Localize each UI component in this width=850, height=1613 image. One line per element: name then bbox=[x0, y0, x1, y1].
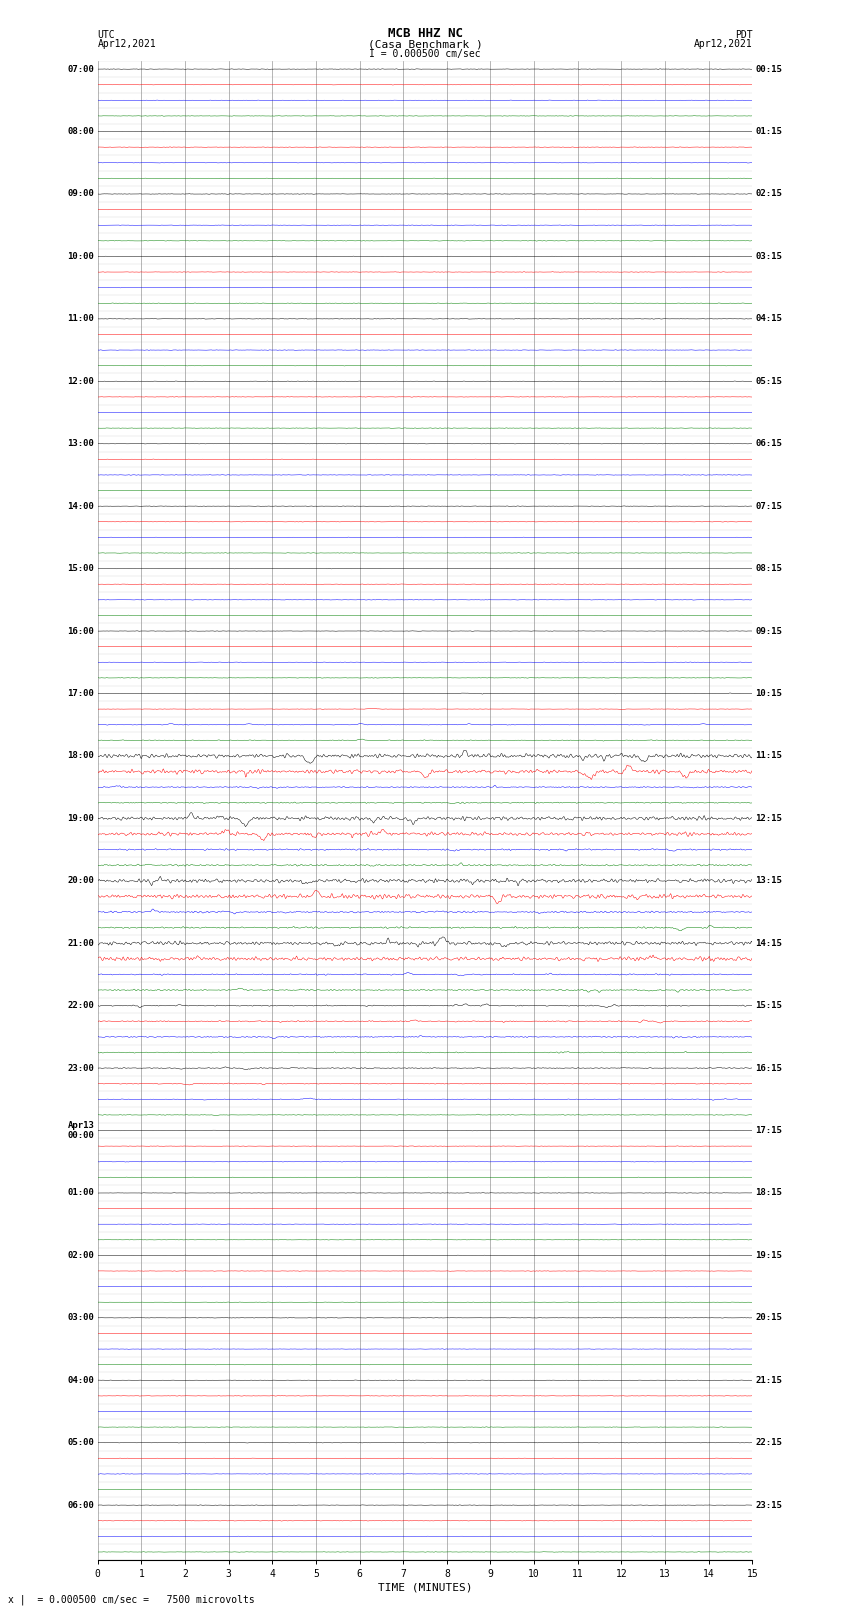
Text: 06:15: 06:15 bbox=[756, 439, 782, 448]
Text: 16:00: 16:00 bbox=[68, 626, 94, 636]
Text: Apr13
00:00: Apr13 00:00 bbox=[68, 1121, 94, 1140]
Text: 21:15: 21:15 bbox=[756, 1376, 782, 1386]
Text: 02:00: 02:00 bbox=[68, 1252, 94, 1260]
Text: 19:00: 19:00 bbox=[68, 815, 94, 823]
Text: Apr12,2021: Apr12,2021 bbox=[694, 39, 752, 50]
Text: 12:00: 12:00 bbox=[68, 377, 94, 386]
Text: 15:15: 15:15 bbox=[756, 1002, 782, 1010]
Text: 23:00: 23:00 bbox=[68, 1063, 94, 1073]
Text: 09:00: 09:00 bbox=[68, 189, 94, 198]
Text: 03:15: 03:15 bbox=[756, 252, 782, 261]
Text: 15:00: 15:00 bbox=[68, 565, 94, 573]
Text: 07:15: 07:15 bbox=[756, 502, 782, 511]
Text: 08:00: 08:00 bbox=[68, 127, 94, 135]
Text: 20:15: 20:15 bbox=[756, 1313, 782, 1323]
Text: 01:00: 01:00 bbox=[68, 1189, 94, 1197]
Text: 09:15: 09:15 bbox=[756, 626, 782, 636]
Text: 12:15: 12:15 bbox=[756, 815, 782, 823]
Text: 22:00: 22:00 bbox=[68, 1002, 94, 1010]
Text: I = 0.000500 cm/sec: I = 0.000500 cm/sec bbox=[369, 48, 481, 58]
Text: 10:00: 10:00 bbox=[68, 252, 94, 261]
Text: 01:15: 01:15 bbox=[756, 127, 782, 135]
Text: 05:15: 05:15 bbox=[756, 377, 782, 386]
X-axis label: TIME (MINUTES): TIME (MINUTES) bbox=[377, 1582, 473, 1594]
Text: 21:00: 21:00 bbox=[68, 939, 94, 948]
Text: 04:00: 04:00 bbox=[68, 1376, 94, 1386]
Text: Apr12,2021: Apr12,2021 bbox=[98, 39, 156, 50]
Text: 06:00: 06:00 bbox=[68, 1500, 94, 1510]
Text: (Casa Benchmark ): (Casa Benchmark ) bbox=[367, 39, 483, 50]
Text: 13:00: 13:00 bbox=[68, 439, 94, 448]
Text: 17:00: 17:00 bbox=[68, 689, 94, 698]
Text: 02:15: 02:15 bbox=[756, 189, 782, 198]
Text: 10:15: 10:15 bbox=[756, 689, 782, 698]
Text: 04:15: 04:15 bbox=[756, 315, 782, 323]
Text: 00:15: 00:15 bbox=[756, 65, 782, 74]
Text: 08:15: 08:15 bbox=[756, 565, 782, 573]
Text: 16:15: 16:15 bbox=[756, 1063, 782, 1073]
Text: 14:15: 14:15 bbox=[756, 939, 782, 948]
Text: 23:15: 23:15 bbox=[756, 1500, 782, 1510]
Text: 18:00: 18:00 bbox=[68, 752, 94, 760]
Text: 11:00: 11:00 bbox=[68, 315, 94, 323]
Text: 13:15: 13:15 bbox=[756, 876, 782, 886]
Text: 14:00: 14:00 bbox=[68, 502, 94, 511]
Text: 18:15: 18:15 bbox=[756, 1189, 782, 1197]
Text: 19:15: 19:15 bbox=[756, 1252, 782, 1260]
Text: PDT: PDT bbox=[734, 29, 752, 39]
Text: UTC: UTC bbox=[98, 29, 116, 39]
Text: 07:00: 07:00 bbox=[68, 65, 94, 74]
Text: 20:00: 20:00 bbox=[68, 876, 94, 886]
Text: MCB HHZ NC: MCB HHZ NC bbox=[388, 26, 462, 39]
Text: 11:15: 11:15 bbox=[756, 752, 782, 760]
Text: x |  = 0.000500 cm/sec =   7500 microvolts: x | = 0.000500 cm/sec = 7500 microvolts bbox=[8, 1594, 255, 1605]
Text: 05:00: 05:00 bbox=[68, 1439, 94, 1447]
Text: 03:00: 03:00 bbox=[68, 1313, 94, 1323]
Text: 22:15: 22:15 bbox=[756, 1439, 782, 1447]
Text: 17:15: 17:15 bbox=[756, 1126, 782, 1136]
